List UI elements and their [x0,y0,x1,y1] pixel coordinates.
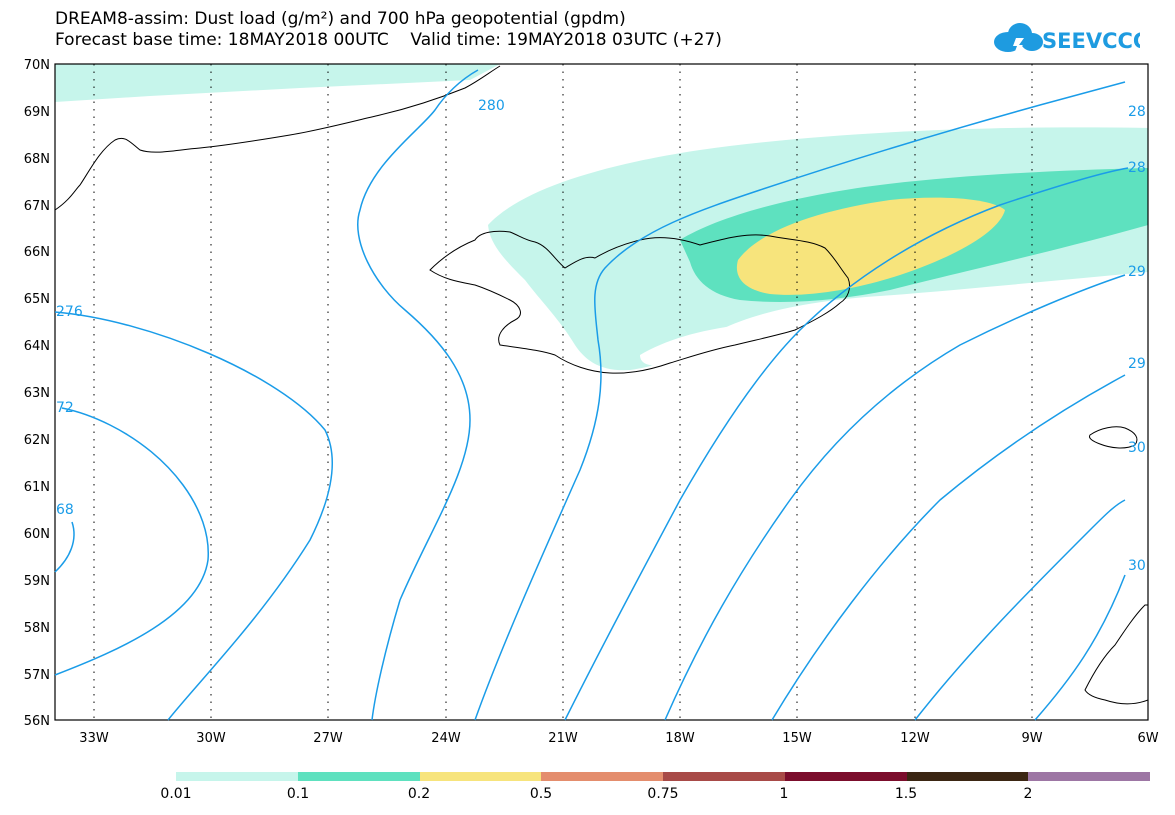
lat-label: 64N [24,339,50,354]
greenland-coast [54,65,501,211]
contour-label: 280 [478,98,505,114]
colorbar-label: 1.5 [894,786,918,802]
lat-label: 70N [24,58,50,73]
scotland-coast [1084,604,1149,705]
lat-label: 68N [24,152,50,167]
lat-label: 69N [24,105,50,120]
lon-label: 33W [79,731,109,746]
contour-label: 72 [56,400,74,416]
contour-272 [54,407,209,676]
clear-patch [640,324,771,366]
plot-frame [54,63,1149,721]
contour-284a [474,81,1126,721]
contour-280 [357,69,479,721]
cloud-icon [994,23,1043,54]
colorbar-label: 0.01 [160,786,192,802]
lat-label: 63N [24,386,50,401]
lat-label: 57N [24,668,50,683]
lon-label: 27W [313,731,343,746]
colorbar-label: 0.1 [286,786,310,802]
colorbar-segment [784,772,907,781]
logo-text: SEEVCCC [1042,29,1140,53]
lon-label: 15W [782,731,812,746]
contour-labels: 280 28 28 29 29 30 30 276 72 68 [56,98,1146,574]
lat-label: 62N [24,433,50,448]
chart-subtitle: Forecast base time: 18MAY2018 00UTC Vali… [55,30,722,50]
colorbar-label: 1 [779,786,789,802]
dust-map: 280 28 28 29 29 30 30 276 72 68 70N 69N … [24,58,1159,746]
geopotential-contours [54,69,1129,721]
contour-label: 276 [56,304,83,320]
lon-label: 30W [196,731,226,746]
coastlines [54,65,1149,705]
contour-284b [564,167,1129,721]
contour-288 [664,274,1126,721]
colorbar-label: 0.2 [407,786,431,802]
contour-label: 30 [1128,440,1146,456]
lon-label: 9W [1021,731,1042,746]
lat-label: 58N [24,621,50,636]
contour-296 [914,499,1126,721]
colorbar-segment [419,772,542,781]
contour-label: 28 [1128,104,1146,120]
colorbar-segment [297,772,420,781]
contour-292 [771,374,1126,721]
lon-label: 18W [665,731,695,746]
colorbar-segment [906,772,1029,781]
colorbar-segment [1028,772,1150,781]
lat-label: 67N [24,199,50,214]
colorbar-label: 2 [1023,786,1033,802]
longitude-labels: 33W 30W 27W 24W 21W 18W 15W 12W 9W 6W [79,731,1158,746]
lon-label: 21W [548,731,578,746]
contour-label: 30 [1128,558,1146,574]
lat-label: 60N [24,527,50,542]
contour-label: 29 [1128,264,1146,280]
iceland-coast [429,230,851,374]
contour-label: 68 [56,502,74,518]
contour-276 [54,311,333,721]
lat-label: 56N [24,714,50,729]
seevccc-logo: SEEVCCC [994,23,1140,54]
colorbar-segment [541,772,663,781]
lat-label: 61N [24,480,50,495]
contour-label: 29 [1128,356,1146,372]
colorbar-segment [663,772,785,781]
contour-label: 28 [1128,160,1146,176]
chart-title: DREAM8-assim: Dust load (g/m²) and 700 h… [55,9,626,29]
lat-label: 66N [24,245,50,260]
colorbar-label: 0.5 [529,786,553,802]
faroe-coast [1089,426,1138,449]
colorbar [176,772,1150,781]
colorbar-segment [176,772,298,781]
contour-268 [54,521,75,573]
latitude-labels: 70N 69N 68N 67N 66N 65N 64N 63N 62N 61N … [24,58,50,729]
lon-label: 24W [431,731,461,746]
contour-300 [1034,574,1126,721]
colorbar-label: 0.75 [647,786,679,802]
lat-label: 65N [24,292,50,307]
lat-label: 59N [24,574,50,589]
dust-area-0.2 [736,197,1005,295]
dust-area-0.01 [55,64,500,102]
lon-label: 12W [900,731,930,746]
lon-label: 6W [1137,731,1158,746]
